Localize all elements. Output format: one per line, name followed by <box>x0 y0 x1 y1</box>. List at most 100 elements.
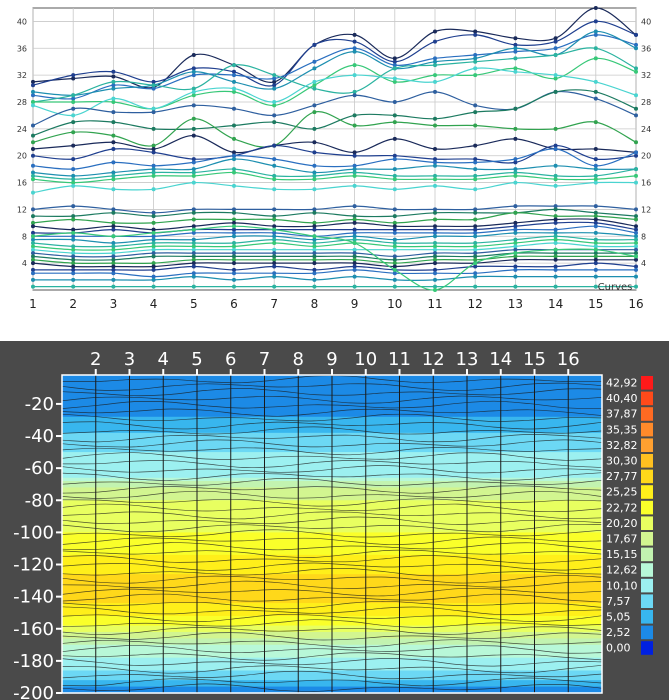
data-point <box>191 73 196 78</box>
data-point <box>433 224 437 229</box>
data-point <box>433 163 437 168</box>
y-tick-label-right: 36 <box>641 44 651 53</box>
data-point <box>312 42 317 47</box>
data-point <box>593 157 598 162</box>
legend-swatch <box>641 500 653 515</box>
data-point <box>634 66 638 71</box>
y-tick-label-right: 40 <box>641 17 651 26</box>
data-point <box>634 224 638 229</box>
heatmap-y-tick-label: -160 <box>13 619 54 640</box>
data-point <box>31 133 35 138</box>
data-point <box>111 173 116 178</box>
legend-label: 5,05 <box>606 611 631 624</box>
data-point <box>392 177 397 182</box>
data-point <box>433 73 437 78</box>
data-point <box>312 251 317 256</box>
data-point <box>433 230 437 235</box>
data-point <box>392 284 397 289</box>
series-line <box>32 269 636 278</box>
data-point <box>191 89 196 94</box>
data-point <box>392 153 397 158</box>
data-point <box>111 254 116 259</box>
data-point <box>71 267 76 272</box>
data-point <box>111 220 116 225</box>
data-point <box>593 32 598 37</box>
data-point <box>111 160 116 165</box>
data-point <box>553 237 558 242</box>
data-point <box>352 163 357 168</box>
heatmap-x-tick-label: 9 <box>326 349 337 370</box>
series-line <box>32 212 637 224</box>
series-line <box>32 235 637 248</box>
data-point <box>111 284 116 289</box>
x-tick-label: 9 <box>351 297 359 311</box>
data-point <box>312 163 317 168</box>
data-point <box>392 113 397 118</box>
data-point <box>634 167 638 172</box>
series-line <box>32 225 637 291</box>
data-point <box>191 241 196 245</box>
data-point <box>31 224 35 229</box>
data-point <box>151 143 156 148</box>
data-point <box>191 126 196 131</box>
legend-swatch <box>641 578 653 593</box>
data-point <box>191 227 196 232</box>
data-point <box>593 167 598 172</box>
data-point <box>433 157 437 162</box>
series-line <box>32 47 637 103</box>
data-point <box>272 79 277 84</box>
data-point <box>191 284 196 289</box>
data-point <box>473 160 478 165</box>
data-point <box>151 187 156 192</box>
data-point <box>232 183 236 188</box>
data-point <box>473 66 478 71</box>
data-point <box>593 6 598 10</box>
data-point <box>634 214 638 219</box>
data-point <box>232 257 236 262</box>
data-point <box>232 210 236 215</box>
data-point <box>31 271 35 276</box>
data-point <box>31 234 35 239</box>
data-point <box>473 56 478 61</box>
series-line <box>32 238 637 251</box>
data-point <box>513 244 518 249</box>
data-point <box>433 123 437 128</box>
data-point <box>232 227 236 232</box>
data-point <box>151 247 156 252</box>
curves-annotation: Curves <box>598 282 633 293</box>
data-point <box>191 237 196 242</box>
data-point <box>71 177 76 182</box>
series-line <box>33 57 637 110</box>
data-point <box>191 261 196 266</box>
data-point <box>111 224 116 229</box>
data-point <box>232 284 236 289</box>
data-point <box>352 274 357 279</box>
heatmap-x-tick-label: 11 <box>388 349 411 370</box>
data-point <box>111 234 116 239</box>
data-point <box>473 251 478 256</box>
data-point <box>553 257 558 262</box>
data-point <box>272 83 277 88</box>
series-line <box>32 7 637 89</box>
series-line <box>32 171 637 184</box>
legend-label: 37,87 <box>606 408 638 421</box>
y-tick-label-right: 32 <box>641 71 651 80</box>
data-point <box>191 69 196 74</box>
data-point <box>31 177 35 182</box>
data-point <box>433 116 437 121</box>
data-point <box>352 93 357 98</box>
data-point <box>312 210 317 215</box>
data-point <box>593 46 598 51</box>
x-tick-label: 15 <box>588 297 603 311</box>
data-point <box>473 247 478 252</box>
x-tick-label: 16 <box>628 297 643 311</box>
data-point <box>71 284 76 289</box>
data-point <box>272 163 277 168</box>
data-point <box>71 130 76 135</box>
data-point <box>392 100 397 104</box>
data-point <box>553 274 558 279</box>
data-point <box>433 89 437 94</box>
data-point <box>272 103 277 108</box>
x-tick-label: 14 <box>548 297 563 311</box>
